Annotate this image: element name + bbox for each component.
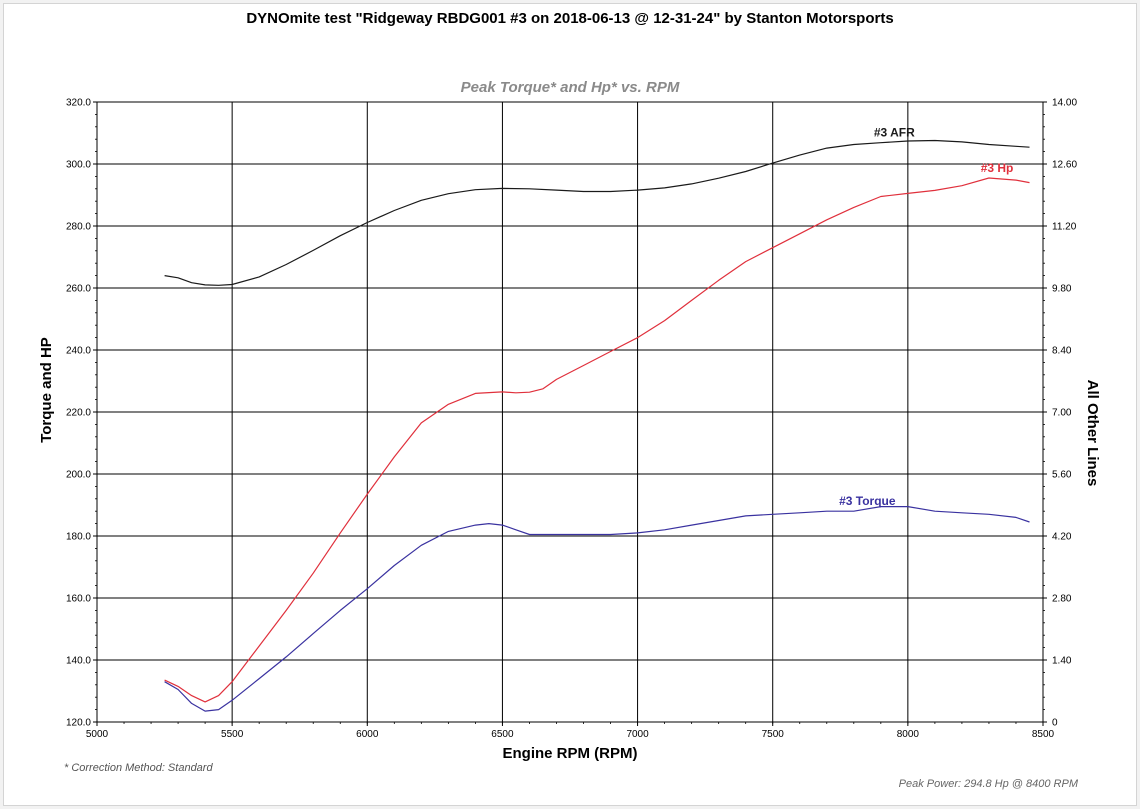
x-tick-label: 5500 xyxy=(221,729,244,740)
y-tick-label: 320.0 xyxy=(66,98,91,109)
y-axis-ticks: 120.0 140.0 160.0 180.0 200.0 220.0 240.0 260.0… xyxy=(66,98,97,729)
y2-axis-ticks: 0 1.40 2.80 4.20 5.60 7.00 8.40 9.80 11.20 12.60 1… xyxy=(1043,98,1077,729)
y-tick-label: 140.0 xyxy=(66,656,91,667)
series-label: #3 Torque xyxy=(839,494,896,508)
correction-footnote: * Correction Method: Standard xyxy=(64,762,213,774)
y-tick-label: 120.0 xyxy=(66,718,91,729)
y-tick-label: 260.0 xyxy=(66,284,91,295)
y2-tick-label: 2.80 xyxy=(1052,594,1072,605)
y-tick-label: 200.0 xyxy=(66,470,91,481)
series-label: #3 AFR xyxy=(874,126,915,140)
y2-tick-label: 8.40 xyxy=(1052,346,1072,357)
y-axis-label: Torque and HP xyxy=(38,337,55,443)
gridlines xyxy=(97,102,1043,722)
series-label: #3 Hp xyxy=(981,161,1014,175)
y-tick-label: 280.0 xyxy=(66,222,91,233)
x-tick-label: 8000 xyxy=(897,729,920,740)
x-tick-label: 5000 xyxy=(86,729,109,740)
chart-page xyxy=(3,3,1137,806)
x-tick-label: 6500 xyxy=(491,729,514,740)
x-axis-ticks: 5000 5500 6000 6500 7000 7500 8000 8500 xyxy=(86,722,1055,740)
y2-tick-label: 5.60 xyxy=(1052,470,1072,481)
chart-title: Peak Torque* and Hp* vs. RPM xyxy=(460,79,680,96)
x-tick-label: 8500 xyxy=(1032,729,1055,740)
y2-tick-label: 12.60 xyxy=(1052,160,1077,171)
page-title: DYNOmite test "Ridgeway RBDG001 #3 on 20… xyxy=(246,10,894,27)
y2-tick-label: 7.00 xyxy=(1052,408,1072,419)
y2-axis-label: All Other Lines xyxy=(1084,380,1101,487)
x-tick-label: 7500 xyxy=(762,729,785,740)
series-line xyxy=(164,177,1030,703)
y-tick-label: 240.0 xyxy=(66,346,91,357)
data-lines xyxy=(164,139,1030,712)
peak-power-note: Peak Power: 294.8 Hp @ 8400 RPM xyxy=(898,778,1078,790)
x-tick-label: 6000 xyxy=(356,729,379,740)
y-tick-label: 220.0 xyxy=(66,408,91,419)
x-axis-label: Engine RPM (RPM) xyxy=(503,745,638,762)
y2-tick-label: 1.40 xyxy=(1052,656,1072,667)
y2-tick-label: 9.80 xyxy=(1052,284,1072,295)
y2-tick-label: 14.00 xyxy=(1052,98,1077,109)
y2-tick-label: 4.20 xyxy=(1052,532,1072,543)
y-tick-label: 160.0 xyxy=(66,594,91,605)
series-line xyxy=(164,139,1030,286)
y-tick-label: 180.0 xyxy=(66,532,91,543)
x-tick-label: 7000 xyxy=(626,729,649,740)
y2-tick-label: 0 xyxy=(1052,718,1058,729)
series-line xyxy=(164,506,1030,712)
series-labels: #3 AFR #3 Hp #3 Torque xyxy=(839,126,1013,508)
y2-tick-label: 11.20 xyxy=(1052,222,1077,233)
y-tick-label: 300.0 xyxy=(66,160,91,171)
